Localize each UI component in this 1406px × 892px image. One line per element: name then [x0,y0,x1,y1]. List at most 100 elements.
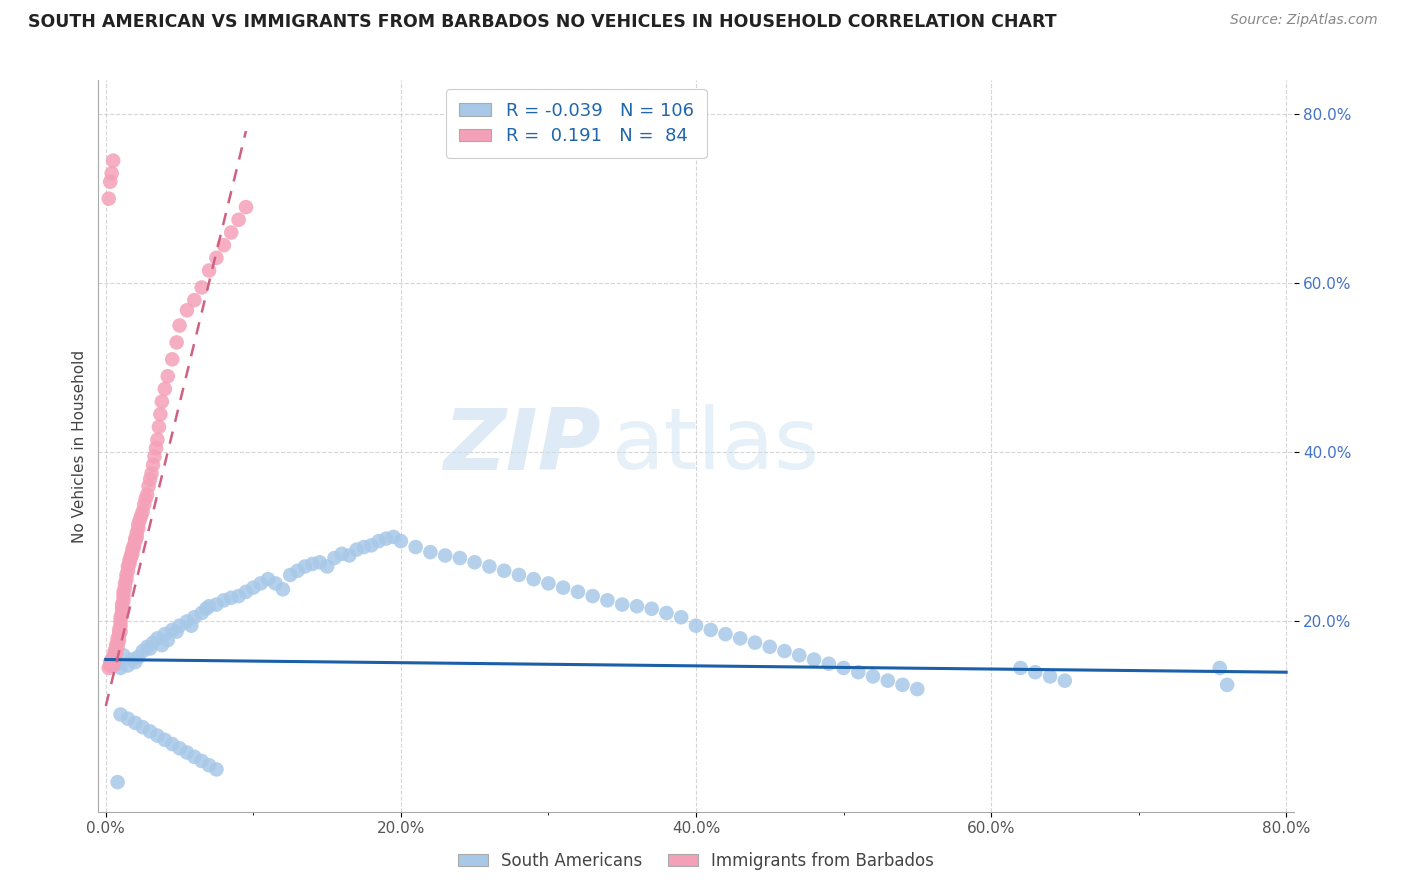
Point [139,724,162,739]
Point [582,589,605,603]
Point [110,661,132,675]
Point [107,640,129,654]
Point [124,715,146,730]
Point [100,652,122,666]
Point [146,632,169,646]
Point [212,238,235,252]
Point [242,581,264,595]
Point [105,638,128,652]
Point [150,638,173,652]
Point [212,593,235,607]
Point [641,601,664,615]
Point [228,589,250,603]
Point [655,606,678,620]
Point [758,640,780,654]
Point [803,652,825,666]
Point [567,585,589,599]
Point [176,615,198,629]
Point [100,166,122,180]
Point [160,623,183,637]
Point [323,551,346,566]
Point [120,551,142,566]
Point [235,200,257,214]
Point [337,549,360,563]
Point [124,655,146,669]
Point [125,530,148,544]
Point [523,572,546,586]
Point [121,547,143,561]
Point [111,601,134,615]
Point [699,623,721,637]
Point [120,549,142,563]
Point [107,657,129,671]
Point [190,280,212,294]
Point [125,525,148,540]
Point [817,657,839,671]
Point [612,598,634,612]
Point [264,576,287,591]
Point [135,491,157,506]
Point [367,534,389,549]
Point [183,610,205,624]
Text: atlas: atlas [612,404,820,488]
Point [160,737,183,751]
Point [122,540,145,554]
Point [166,335,188,350]
Point [153,732,176,747]
Point [205,763,228,777]
Point [508,568,530,582]
Point [128,513,150,527]
Point [129,508,152,523]
Point [316,559,339,574]
Point [464,555,486,569]
Point [714,627,737,641]
Point [115,568,138,582]
Point [846,665,869,680]
Text: ZIP: ZIP [443,404,600,488]
Point [136,488,159,502]
Point [115,572,138,586]
Point [235,585,257,599]
Point [596,593,619,607]
Point [112,593,135,607]
Point [112,585,135,599]
Point [169,318,191,333]
Point [131,504,153,518]
Point [278,568,301,582]
Point [787,648,810,663]
Point [257,572,280,586]
Point [108,633,131,648]
Point [876,673,898,688]
Point [205,598,228,612]
Point [198,263,221,277]
Point [346,542,368,557]
Point [121,542,143,557]
Point [107,775,129,789]
Point [105,647,128,661]
Point [160,352,183,367]
Point [360,538,382,552]
Point [375,532,398,546]
Point [107,632,129,646]
Point [1053,673,1076,688]
Point [124,532,146,546]
Point [110,615,132,629]
Point [744,635,766,649]
Point [685,618,707,632]
Point [180,618,202,632]
Point [301,557,323,571]
Point [153,627,176,641]
Point [121,652,143,666]
Point [112,589,135,603]
Point [100,657,122,671]
Point [494,564,516,578]
Point [104,652,127,666]
Point [1010,661,1032,675]
Point [156,633,179,648]
Point [127,650,149,665]
Point [156,369,179,384]
Point [294,559,316,574]
Point [98,175,121,189]
Point [553,581,575,595]
Point [117,564,139,578]
